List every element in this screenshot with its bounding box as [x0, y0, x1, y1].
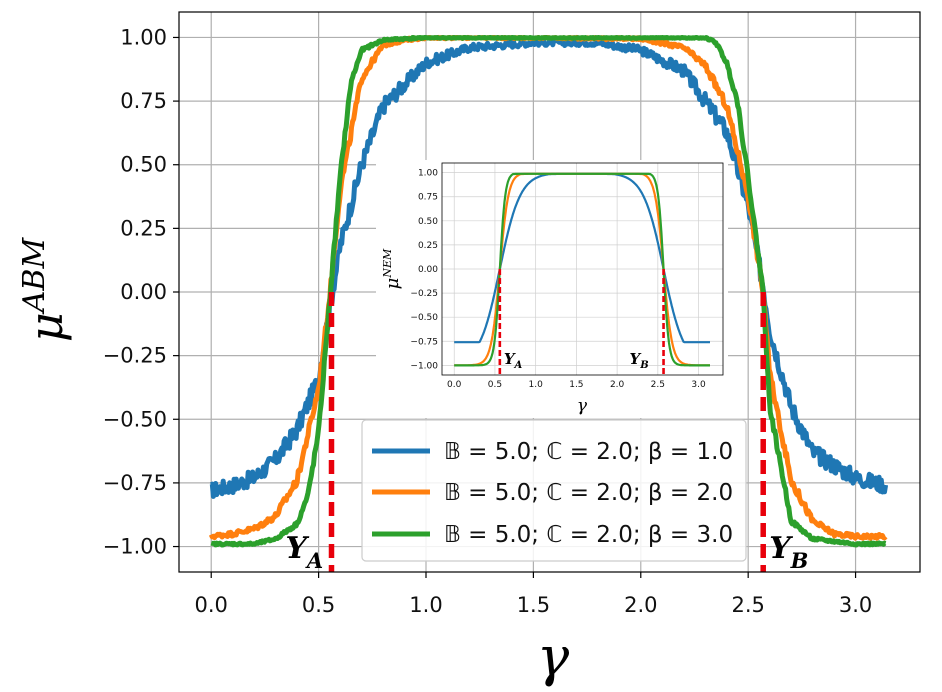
inset-y-tick-label: 0.00: [418, 265, 438, 275]
main-series-lines: [208, 35, 889, 548]
main-y-tick-label: −1.00: [103, 535, 167, 559]
inset-y-tick-label: 0.50: [418, 217, 438, 227]
inset-marker-label-B: ΥB: [630, 350, 649, 371]
inset-series-line-3: [454, 172, 710, 367]
inset-x-tick-label: 1.5: [569, 380, 583, 390]
main-y-tick-label: 0.25: [120, 216, 167, 240]
main-x-tick-label: 3.0: [839, 593, 872, 617]
inset-x-tick-label: 0.0: [447, 380, 462, 390]
main-y-tick-label: −0.25: [103, 344, 167, 368]
inset-y-tick-label: −0.75: [410, 337, 438, 347]
main-y-tick-label: 1.00: [120, 25, 167, 49]
main-marker-label-B: ΥB: [769, 531, 808, 573]
legend-box: [361, 419, 747, 562]
inset-series-lines: [454, 172, 710, 367]
inset-x-tick-label: 2.5: [651, 380, 665, 390]
main-y-tick-labels: 1.00 0.75 0.50 0.25 0.00 −0.25 −0.50 −0.75 −1.00: [103, 25, 179, 559]
main-y-tick-label: 0.50: [120, 153, 167, 177]
main-series-line-3: [209, 35, 887, 548]
inset-x-tick-label: 1.0: [529, 380, 544, 390]
legend-label-beta-2: 𝔹 = 5.0; ℂ = 2.0; β = 2.0: [444, 480, 733, 506]
inset-plot-frame: [441, 162, 724, 376]
main-y-tick-label: 0.75: [120, 89, 167, 113]
main-x-tick-label: 0.5: [302, 593, 335, 617]
main-y-tick-label: −0.50: [103, 407, 167, 431]
main-x-tick-label: 2.0: [624, 593, 657, 617]
main-y-tick-label: −0.75: [103, 471, 167, 495]
main-threshold-markers: ΥA ΥB: [285, 292, 808, 573]
inset-x-tick-label: 3.0: [691, 380, 706, 390]
inset-marker-label-A: ΥA: [504, 350, 523, 371]
inset-y-tick-label: −0.25: [410, 289, 438, 299]
inset-x-axis-label: γ: [577, 396, 588, 416]
inset-y-tick-label: 0.75: [418, 193, 438, 203]
legend-label-beta-3: 𝔹 = 5.0; ℂ = 2.0; β = 3.0: [444, 522, 733, 548]
inset-chart: ΥA ΥB 0.0 0.5 1.0 1.5 2.0 2.5 3.0 1.00 0.75 0.50 0…: [376, 160, 728, 418]
main-marker-label-A: ΥA: [285, 531, 323, 573]
main-x-tick-label: 2.5: [731, 593, 764, 617]
inset-y-tick-label: −1.00: [410, 361, 438, 371]
legend-label-beta-1: 𝔹 = 5.0; ℂ = 2.0; β = 1.0: [444, 439, 733, 465]
inset-x-tick-label: 0.5: [488, 380, 502, 390]
inset-y-tick-label: 0.25: [418, 241, 438, 251]
main-x-tick-labels: 0.0 0.5 1.0 1.5 2.0 2.5 3.0: [195, 572, 872, 617]
main-x-axis-label: γ: [537, 625, 570, 688]
main-x-tick-label: 1.5: [517, 593, 550, 617]
inset-y-tick-label: 1.00: [418, 169, 438, 179]
main-y-tick-label: 0.00: [120, 280, 167, 304]
inset-x-tick-labels: 0.0 0.5 1.0 1.5 2.0 2.5 3.0: [447, 380, 706, 390]
main-y-axis-label: μABM: [17, 237, 73, 343]
inset-y-tick-labels: 1.00 0.75 0.50 0.25 0.00 −0.25 −0.50 −0.75 −1.00: [410, 169, 438, 372]
inset-threshold-markers: ΥA ΥB: [498, 269, 665, 375]
legend: 𝔹 = 5.0; ℂ = 2.0; β = 1.0 𝔹 = 5.0; ℂ = 2…: [361, 419, 747, 562]
main-x-tick-label: 0.0: [195, 593, 228, 617]
main-x-tick-label: 1.0: [409, 593, 442, 617]
inset-gridlines: [442, 163, 723, 375]
inset-y-tick-label: −0.50: [410, 313, 438, 323]
inset-x-tick-label: 2.0: [610, 380, 625, 390]
